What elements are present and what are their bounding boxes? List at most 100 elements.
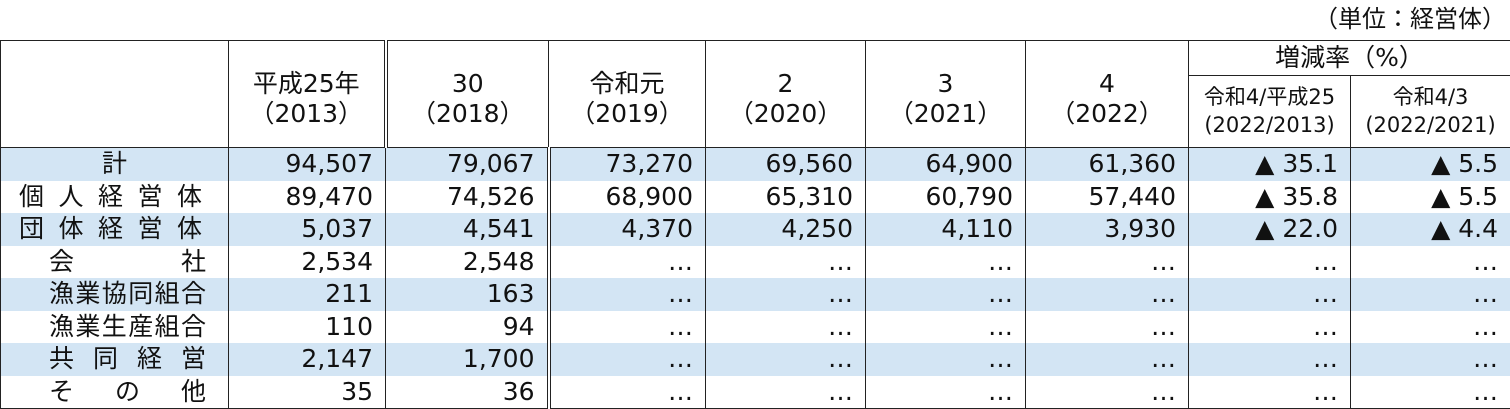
row-label-cell: 漁業協同組合 [1,278,229,311]
sub-column-header: 令和4/平成25(2022/2013) [1189,75,1351,147]
value-cell: … [866,246,1026,279]
value-cell: … [706,376,866,409]
value-cell: … [866,311,1026,344]
column-header: 令和元（2019） [549,41,706,148]
row-label-cell: 漁業生産組合 [1,311,229,344]
column-header: 平成25年（2013） [229,41,386,148]
column-header-line: 2 [706,69,865,99]
row-label-cell: 共同経営 [1,343,229,376]
value-cell: 94 [386,311,549,344]
column-header: 3（2021） [866,41,1026,148]
sub-column-header-line: 令和4/平成25 [1189,83,1350,111]
value-cell: ▲ 5.5 [1351,148,1510,181]
value-cell: … [549,376,706,409]
row-label: 共同経営 [49,343,206,375]
value-cell: 64,900 [866,148,1026,181]
sub-column-header-line: (2022/2021) [1351,111,1510,139]
value-cell: … [549,311,706,344]
sub-column-header-line: (2022/2013) [1189,111,1350,139]
row-label: 漁業協同組合 [49,278,206,310]
value-cell: 74,526 [386,181,549,214]
value-cell: … [1189,278,1351,311]
value-cell: 5,037 [229,213,386,246]
row-label: 個人経営体 [19,181,202,213]
row-label: 計 [1,148,228,180]
value-cell: … [549,246,706,279]
column-header-line: 3 [866,69,1025,99]
value-cell: … [706,311,866,344]
value-cell: 1,700 [386,343,549,376]
value-cell: … [1026,311,1189,344]
header-row: 平成25年（2013）30（2018）令和元（2019）2（2020）3（202… [1,41,1510,76]
value-cell: … [1351,376,1510,409]
value-cell: 57,440 [1026,181,1189,214]
value-cell: 163 [386,278,549,311]
column-header-line: 令和元 [549,69,705,99]
column-header-line: （2013） [229,99,384,129]
column-header: 2（2020） [706,41,866,148]
value-cell: ▲ 22.0 [1189,213,1351,246]
value-cell: … [706,278,866,311]
value-cell: 60,790 [866,181,1026,214]
value-cell: … [1351,246,1510,279]
value-cell: … [706,343,866,376]
value-cell: 110 [229,311,386,344]
value-cell: 61,360 [1026,148,1189,181]
unit-label: （単位：経営体） [1314,2,1506,36]
value-cell: … [549,278,706,311]
data-table: 平成25年（2013）30（2018）令和元（2019）2（2020）3（202… [0,40,1510,409]
value-cell: 79,067 [386,148,549,181]
column-header-line: 4 [1026,69,1188,99]
value-cell: … [1351,278,1510,311]
value-cell: 36 [386,376,549,409]
value-cell: ▲ 35.8 [1189,181,1351,214]
value-cell: … [1026,246,1189,279]
value-cell: 211 [229,278,386,311]
value-cell: … [1189,376,1351,409]
value-cell: … [1351,343,1510,376]
group-header: 増減率（%） [1189,41,1510,76]
value-cell: ▲ 35.1 [1189,148,1351,181]
row-label: 漁業生産組合 [49,311,206,343]
value-cell: 2,534 [229,246,386,279]
column-header-line: 30 [388,69,549,99]
column-header-line: （2019） [549,99,705,129]
value-cell: ▲ 4.4 [1351,213,1510,246]
column-header-line: （2021） [866,99,1025,129]
sub-column-header-line: 令和4/3 [1351,83,1510,111]
corner-cell [1,41,229,148]
value-cell: 94,507 [229,148,386,181]
row-label-cell: 計 [1,148,229,181]
value-cell: … [706,246,866,279]
column-header-line: （2020） [706,99,865,129]
value-cell: … [1189,311,1351,344]
value-cell: 89,470 [229,181,386,214]
value-cell: ▲ 5.5 [1351,181,1510,214]
value-cell: 3,930 [1026,213,1189,246]
value-cell: 65,310 [706,181,866,214]
column-header-line: （2022） [1026,99,1188,129]
row-label-cell: その他 [1,376,229,409]
value-cell: 73,270 [549,148,706,181]
value-cell: 2,548 [386,246,549,279]
value-cell: … [1189,343,1351,376]
row-label: その他 [49,376,206,408]
value-cell: … [1189,246,1351,279]
value-cell: 4,541 [386,213,549,246]
value-cell: … [1026,376,1189,409]
column-header-line: （2018） [388,99,549,129]
table-header: 平成25年（2013）30（2018）令和元（2019）2（2020）3（202… [1,41,1510,148]
value-cell: … [1351,311,1510,344]
value-cell: 35 [229,376,386,409]
value-cell: … [866,278,1026,311]
value-cell: … [866,343,1026,376]
